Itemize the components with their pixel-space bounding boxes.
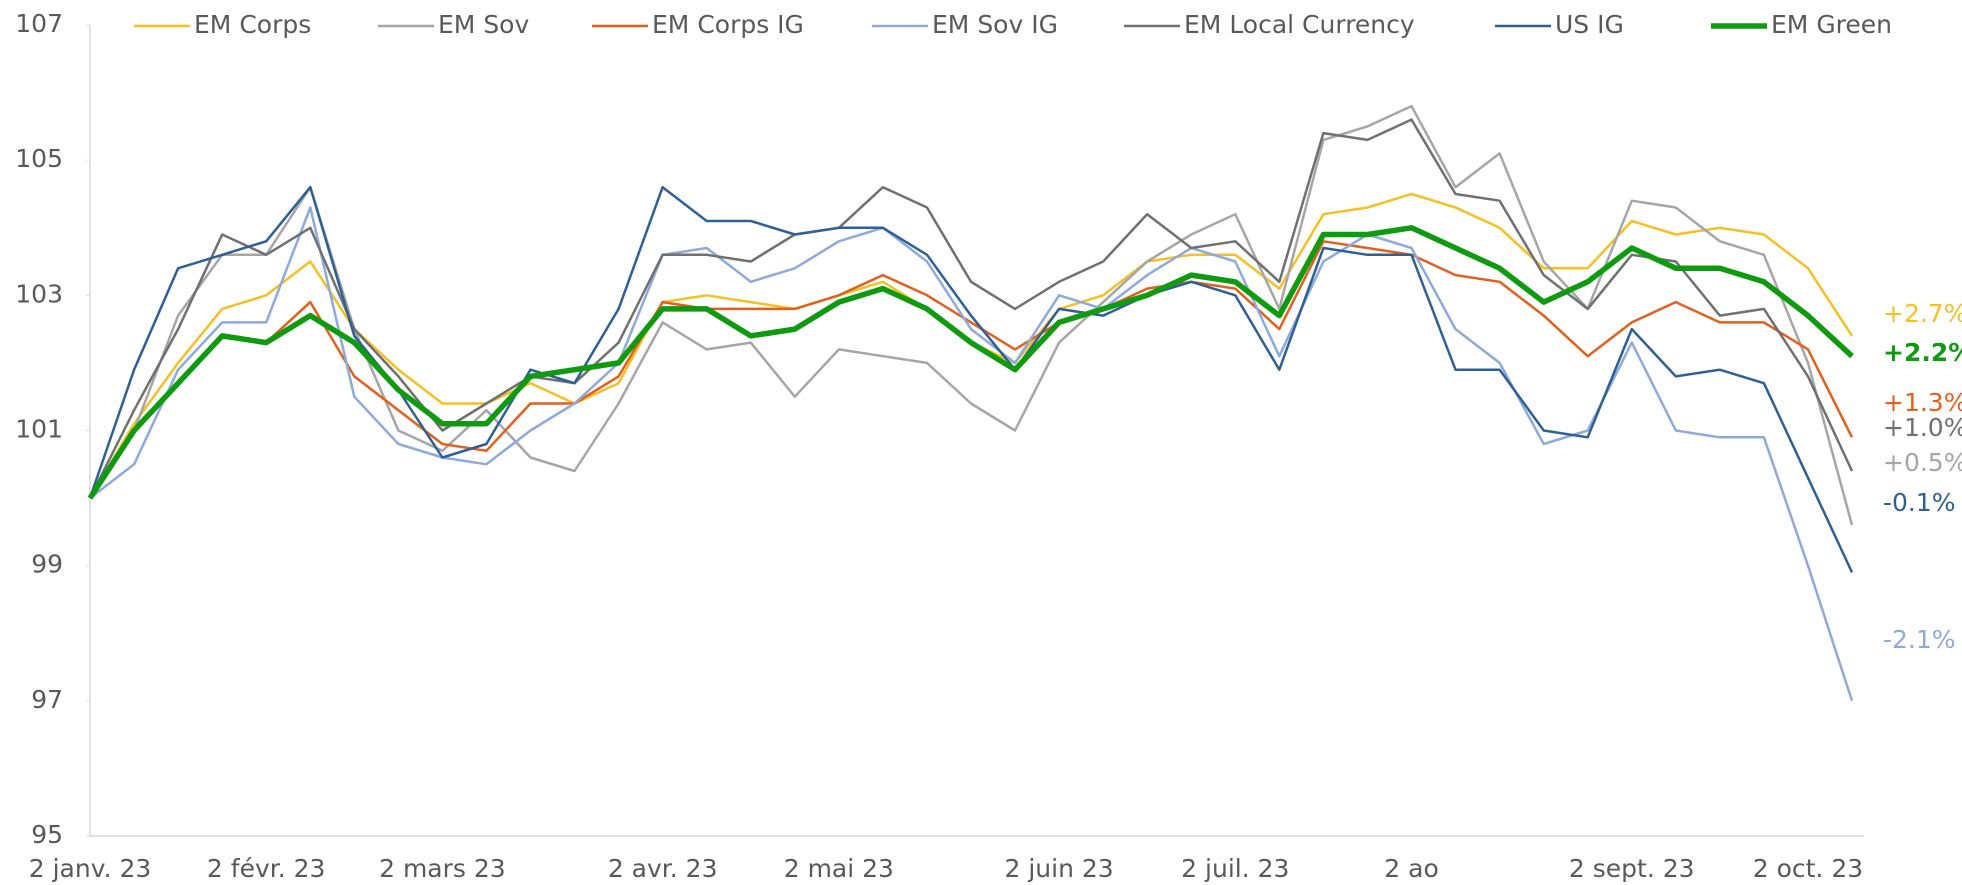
end-label: +1.3% (1883, 388, 1962, 417)
series-line (88, 104, 1854, 526)
x-tick-label: 2 mars 23 (379, 854, 506, 883)
x-tick-label: 2 avr. 23 (608, 854, 718, 883)
y-tick-label: 97 (31, 685, 63, 714)
y-tick-label: 95 (31, 820, 63, 849)
end-label: +0.5% (1883, 448, 1962, 477)
legend-label: EM Green (1771, 10, 1892, 39)
x-tick-label: 2 juin 23 (1004, 854, 1113, 883)
series-line (88, 240, 1854, 499)
x-tick-label: 2 janv. 23 (29, 854, 152, 883)
legend-label: US IG (1555, 10, 1624, 39)
y-tick-label: 99 (31, 550, 63, 579)
series-line (88, 118, 1854, 499)
legend-label: EM Corps (194, 10, 311, 39)
y-tick-label: 103 (15, 279, 63, 308)
legend-label: EM Local Currency (1184, 10, 1415, 39)
x-tick-label: 2 mai 23 (784, 854, 894, 883)
x-tick-label: 2 juil. 23 (1181, 854, 1289, 883)
end-label: +1.0% (1883, 413, 1962, 442)
y-tick-label: 105 (15, 144, 63, 173)
end-label: +2.7% (1883, 299, 1962, 328)
end-label: -0.1% (1883, 488, 1956, 517)
x-tick-label: 2 sept. 23 (1569, 854, 1695, 883)
series-line (89, 206, 1854, 702)
legend-label: EM Sov IG (932, 10, 1058, 39)
legend-label: EM Sov (438, 10, 529, 39)
y-tick-label: 107 (15, 9, 63, 38)
end-label: +2.2% (1883, 338, 1962, 367)
series-line (88, 185, 1854, 573)
legend-label: EM Corps IG (652, 10, 804, 39)
x-tick-label: 2 oct. 23 (1753, 854, 1863, 883)
end-label: -2.1% (1883, 625, 1956, 654)
series-line (87, 225, 1854, 500)
x-tick-label: 2 ao (1384, 854, 1438, 883)
y-tick-label: 101 (15, 415, 63, 444)
x-tick-label: 2 févr. 23 (207, 854, 326, 883)
